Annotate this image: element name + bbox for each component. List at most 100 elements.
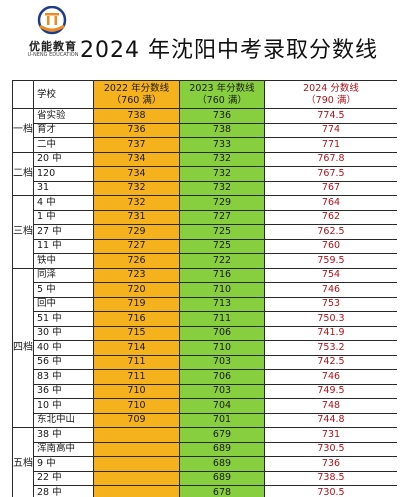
header-2022: 2022 年分数线 （760 满）	[93, 80, 180, 109]
score-2024-cell: 744.8	[264, 412, 397, 428]
table-row: 一档 省实验 738 736 774.5	[12, 108, 397, 153]
table-body: 一档 省实验 738 736 774.5 育才 736 738 774 二中 737 733 771 二档…	[12, 108, 397, 497]
table-row: 83 中 711 706 746	[13, 369, 397, 385]
score-2023-cell: 689	[179, 470, 265, 486]
table-row: 31 732 732 767	[13, 180, 397, 196]
score-2022-cell: 734	[93, 151, 180, 167]
score-2023-cell: 710	[179, 340, 265, 356]
tier-label: 四档	[12, 267, 34, 428]
table-row: 51 中 716 711 750.3	[13, 311, 397, 327]
school-name-cell: 83 中	[33, 369, 94, 385]
score-2022-cell: 716	[93, 311, 180, 327]
score-2024-cell: 748	[264, 398, 397, 414]
tier-label: 二档	[12, 151, 34, 196]
score-2022-cell	[93, 470, 180, 486]
school-name-cell: 10 中	[33, 398, 94, 414]
score-2024-cell: 762.5	[264, 224, 397, 240]
table-row: 11 中 727 725 760	[13, 238, 397, 254]
table-row: 回中 719 713 753	[13, 296, 397, 312]
school-name-cell: 120	[33, 166, 94, 182]
score-2024-cell: 749.5	[264, 383, 397, 399]
score-2024-cell: 767	[264, 180, 397, 196]
table-row: 浑南高中 689 730.5	[13, 441, 397, 457]
score-2024-cell: 750.3	[264, 311, 397, 327]
table-header-row: 学校 2022 年分数线 （760 满） 2023 年分数线 （760 满） 2…	[12, 80, 397, 109]
school-name-cell: 28 中	[33, 485, 94, 497]
header-2023-full: （760 满）	[197, 94, 247, 106]
header-2024-full: （790 满）	[306, 94, 356, 106]
score-2022-cell: 720	[93, 282, 180, 298]
score-2023-cell: 711	[179, 311, 265, 327]
score-2023-cell: 678	[179, 485, 265, 497]
score-2024-cell: 731	[264, 427, 397, 443]
score-2022-cell	[93, 485, 180, 497]
page-header: 优能教育 U-NENG EDUCATION 2024 年沈阳中考录取分数线	[0, 0, 400, 74]
school-name-cell: 56 中	[33, 354, 94, 370]
score-2023-cell: 713	[179, 296, 265, 312]
score-2024-cell: 774.5	[264, 108, 397, 124]
score-2023-cell: 733	[179, 137, 265, 153]
header-school: 学校	[33, 80, 94, 109]
score-table-container: 学校 2022 年分数线 （760 满） 2023 年分数线 （760 满） 2…	[12, 80, 397, 497]
table-row: 育才 736 738 774	[13, 122, 397, 138]
school-name-cell: 1 中	[33, 209, 94, 225]
score-2024-cell: 730.5	[264, 485, 397, 497]
score-2023-cell: 706	[179, 369, 265, 385]
score-2023-cell: 732	[179, 151, 265, 167]
score-2024-cell: 771	[264, 137, 397, 153]
school-name-cell: 二中	[33, 137, 94, 153]
table-row: 27 中 729 725 762.5	[13, 224, 397, 240]
score-2024-cell: 762	[264, 209, 397, 225]
score-2022-cell: 714	[93, 340, 180, 356]
tier-label: 一档	[12, 108, 34, 153]
header-2023: 2023 年分数线 （760 满）	[179, 80, 265, 109]
score-2023-cell: 679	[179, 427, 265, 443]
score-2023-cell: 725	[179, 224, 265, 240]
school-name-cell: 40 中	[33, 340, 94, 356]
score-2022-cell: 732	[93, 195, 180, 211]
score-2022-cell: 736	[93, 122, 180, 138]
score-2023-cell: 725	[179, 238, 265, 254]
score-2023-cell: 736	[179, 108, 265, 124]
school-name-cell: 4 中	[33, 195, 94, 211]
score-2024-cell: 738.5	[264, 470, 397, 486]
score-table: 学校 2022 年分数线 （760 满） 2023 年分数线 （760 满） 2…	[12, 80, 397, 497]
score-2023-cell: 706	[179, 325, 265, 341]
score-2024-cell: 753.2	[264, 340, 397, 356]
school-name-cell: 东北中山	[33, 412, 94, 428]
score-2022-cell: 710	[93, 383, 180, 399]
header-tier	[12, 80, 34, 109]
score-2023-cell: 732	[179, 166, 265, 182]
score-2022-cell: 715	[93, 325, 180, 341]
score-2024-cell: 746	[264, 369, 397, 385]
table-row: 40 中 714 710 753.2	[13, 340, 397, 356]
score-2022-cell: 711	[93, 354, 180, 370]
school-name-cell: 铁中	[33, 253, 94, 269]
table-row: 东北中山 709 701 744.8	[13, 412, 397, 428]
score-2023-cell: 727	[179, 209, 265, 225]
table-row: 二中 737 733 771	[13, 137, 397, 153]
header-2023-title: 2023 年分数线	[189, 82, 255, 94]
score-2024-cell: 741.9	[264, 325, 397, 341]
school-name-cell: 51 中	[33, 311, 94, 327]
score-2024-cell: 760	[264, 238, 397, 254]
table-row: 22 中 689 738.5	[13, 470, 397, 486]
header-2022-title: 2022 年分数线	[103, 82, 170, 94]
school-name-cell: 5 中	[33, 282, 94, 298]
score-2023-cell: 710	[179, 282, 265, 298]
school-name-cell: 育才	[33, 122, 94, 138]
score-2022-cell: 711	[93, 369, 180, 385]
tier-label: 三档	[12, 195, 34, 269]
score-2022-cell: 738	[93, 108, 180, 124]
score-2023-cell: 703	[179, 383, 265, 399]
score-2023-cell: 729	[179, 195, 265, 211]
score-2024-cell: 746	[264, 282, 397, 298]
score-2024-cell: 759.5	[264, 253, 397, 269]
table-row: 28 中 678 730.5	[13, 485, 397, 497]
score-2023-cell: 703	[179, 354, 265, 370]
score-2024-cell: 774	[264, 122, 397, 138]
header-2024: 2024 分数线 （790 满）	[264, 80, 397, 109]
page-title: 2024 年沈阳中考录取分数线	[80, 38, 378, 63]
score-2022-cell	[93, 456, 180, 472]
score-2024-cell: 730.5	[264, 441, 397, 457]
